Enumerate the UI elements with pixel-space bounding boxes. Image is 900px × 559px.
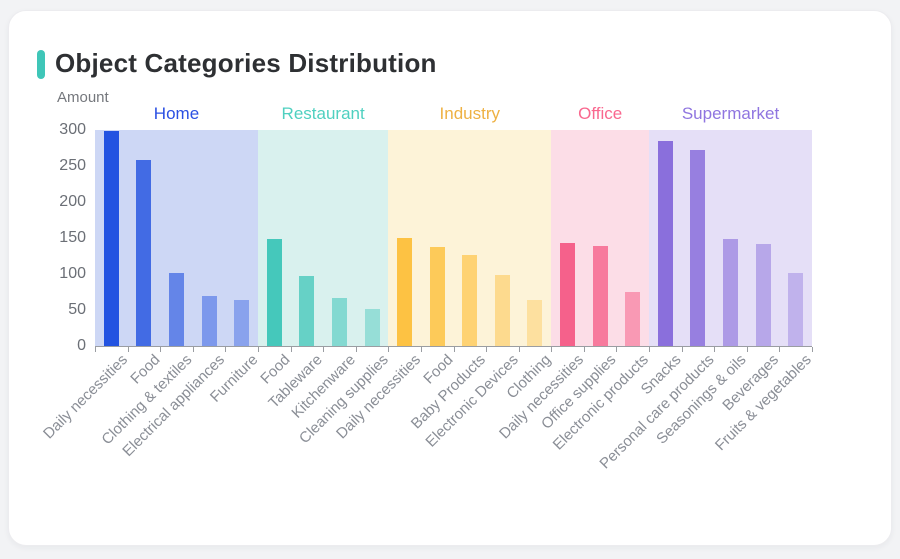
bar-fruits-vegetables[interactable] — [788, 273, 804, 346]
bar-beverages[interactable] — [755, 244, 771, 346]
title-accent-bar — [37, 50, 45, 79]
chart-title: Object Categories Distribution — [55, 48, 437, 78]
group-label-supermarket: Supermarket — [681, 104, 780, 123]
bar-tableware[interactable] — [299, 276, 315, 346]
bar-daily-necessities[interactable] — [397, 238, 413, 346]
x-axis-line — [95, 346, 812, 347]
bar-cleaning-supplies[interactable] — [364, 309, 380, 346]
x-axis-tick — [486, 347, 488, 352]
bar-electronic-devices[interactable] — [494, 275, 510, 346]
y-axis-tick-label: 50 — [68, 301, 86, 318]
y-axis-tick-label: 150 — [59, 229, 86, 246]
x-axis-tick — [192, 347, 194, 352]
y-axis-tick-label: 250 — [59, 157, 86, 174]
bar-food[interactable] — [266, 239, 282, 346]
group-label-restaurant: Restaurant — [281, 104, 365, 123]
group-label-industry: Industry — [439, 104, 501, 123]
bar-food[interactable] — [136, 160, 152, 346]
bar-seasonings-oils[interactable] — [723, 239, 739, 346]
bar-office-supplies[interactable] — [592, 246, 608, 346]
x-axis-tick — [257, 347, 259, 352]
x-axis-tick — [127, 347, 129, 352]
x-axis-tick — [583, 347, 585, 352]
x-axis-tick — [551, 347, 553, 352]
x-axis-tick — [649, 347, 651, 352]
bar-electronic-products[interactable] — [625, 292, 641, 346]
y-axis-tick-label: 200 — [59, 193, 86, 210]
bar-personal-care-products[interactable] — [690, 150, 706, 346]
group-label-home: Home — [153, 104, 200, 123]
bar-clothing-textiles[interactable] — [168, 273, 184, 346]
bar-daily-necessities[interactable] — [103, 131, 119, 346]
x-axis-tick — [746, 347, 748, 352]
x-axis-tick — [290, 347, 292, 352]
x-axis-tick — [160, 347, 162, 352]
x-axis-tick — [779, 347, 781, 352]
x-axis-tick — [681, 347, 683, 352]
bar-kitchenware[interactable] — [331, 298, 347, 346]
x-axis-tick — [518, 347, 520, 352]
y-axis-title: Amount — [57, 89, 109, 106]
x-axis-tick — [812, 347, 813, 352]
x-axis-tick — [323, 347, 325, 352]
y-axis-tick-label: 100 — [59, 265, 86, 282]
group-label-office: Office — [578, 104, 623, 123]
x-axis-tick — [355, 347, 357, 352]
bar-baby-products[interactable] — [462, 255, 478, 346]
bar-daily-necessities[interactable] — [560, 243, 576, 346]
x-axis-tick — [453, 347, 455, 352]
x-axis-tick — [616, 347, 618, 352]
bar-food[interactable] — [429, 247, 445, 346]
bar-electrical-appliances[interactable] — [201, 296, 217, 346]
x-axis-tick — [714, 347, 716, 352]
y-axis-tick-label: 0 — [77, 337, 86, 354]
x-axis-tick — [388, 347, 390, 352]
x-axis-tick — [420, 347, 422, 352]
bar-snacks[interactable] — [657, 141, 673, 346]
bar-furniture[interactable] — [234, 300, 250, 346]
x-axis-tick — [225, 347, 227, 352]
y-axis-tick-label: 300 — [59, 121, 86, 138]
bar-clothing[interactable] — [527, 300, 543, 346]
x-axis-tick — [95, 347, 96, 352]
